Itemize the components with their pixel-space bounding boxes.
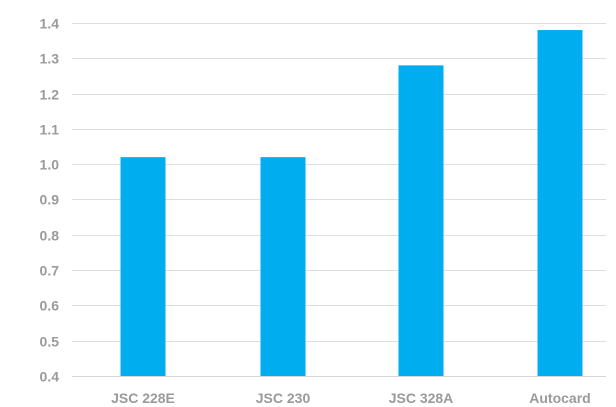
bar	[120, 157, 166, 376]
y-tick-label: 1.4	[40, 16, 60, 32]
x-category-label: JSC 230	[256, 390, 311, 406]
y-tick-label: 0.7	[40, 263, 60, 279]
x-category-label: JSC 228E	[111, 390, 175, 406]
y-tick-label: 1.1	[40, 122, 60, 138]
y-tick-label: 0.4	[40, 369, 60, 385]
bar	[537, 30, 583, 377]
y-axis-ticks: 0.4 0.5 0.6 0.7 0.8 0.9 1.0 1.1 1.2 1.3 1.4	[40, 16, 60, 385]
x-category-label: JSC 328A	[389, 390, 454, 406]
y-tick-label: 0.8	[40, 228, 60, 244]
x-axis-labels: JSC 228E JSC 230 JSC 328A Autocard	[111, 390, 591, 406]
y-tick-label: 1.3	[40, 51, 60, 67]
bar-series	[120, 30, 583, 377]
y-tick-label: 1.2	[40, 87, 60, 103]
x-category-label: Autocard	[529, 390, 590, 406]
bar	[398, 65, 444, 377]
y-tick-label: 0.6	[40, 298, 60, 314]
bar	[260, 157, 306, 376]
y-tick-label: 0.5	[40, 334, 60, 350]
y-tick-label: 1.0	[40, 157, 60, 173]
y-tick-label: 0.9	[40, 192, 60, 208]
